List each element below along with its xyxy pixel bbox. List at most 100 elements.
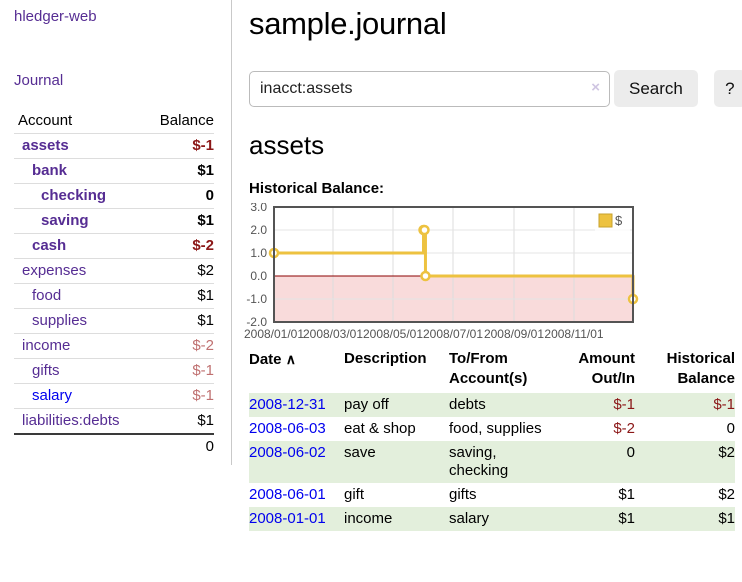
account-balance: $-1 bbox=[192, 362, 214, 379]
y-tick-label: -1.0 bbox=[246, 292, 267, 306]
y-tick-label: 3.0 bbox=[250, 203, 267, 214]
register-table: Date ∧ Description To/From Account(s) Am… bbox=[249, 347, 735, 531]
clear-search-icon[interactable]: × bbox=[591, 78, 600, 96]
account-link-gifts[interactable]: gifts bbox=[32, 362, 60, 379]
account-row: food $1 bbox=[14, 283, 214, 309]
account-row: income $-2 bbox=[14, 333, 214, 359]
transaction-description: gift bbox=[344, 486, 365, 503]
account-row: gifts $-1 bbox=[14, 358, 214, 384]
register-row: 2008-06-03 eat & shop food, supplies $-2… bbox=[249, 417, 735, 441]
sort-ascending-icon: ∧ bbox=[285, 351, 296, 367]
account-heading: assets bbox=[249, 130, 325, 160]
account-link-supplies[interactable]: supplies bbox=[32, 312, 88, 329]
y-tick-label: 1.0 bbox=[250, 246, 267, 260]
search-box: × bbox=[249, 70, 610, 107]
account-link-income[interactable]: income bbox=[22, 337, 71, 354]
account-row: liabilities:debts $1 bbox=[14, 408, 214, 435]
main-content: sample.journal × Search ? assets Histori… bbox=[232, 0, 742, 531]
transaction-balance: $1 bbox=[718, 510, 735, 527]
account-row: cash $-2 bbox=[14, 233, 214, 259]
account-balance: $1 bbox=[197, 312, 214, 329]
register-row: 2008-06-02 save saving, checking 0 $2 bbox=[249, 441, 735, 483]
transaction-description: pay off bbox=[344, 396, 389, 413]
transaction-date-link[interactable]: 2008-06-03 bbox=[249, 420, 326, 437]
page-title: sample.journal bbox=[249, 6, 447, 41]
account-balance: $1 bbox=[197, 212, 214, 229]
transaction-description: eat & shop bbox=[344, 420, 416, 437]
transaction-accounts: debts bbox=[449, 396, 486, 413]
data-point-marker bbox=[419, 224, 430, 236]
plot-border bbox=[273, 206, 634, 323]
account-link-saving[interactable]: saving bbox=[41, 212, 89, 229]
account-balance: $-2 bbox=[192, 237, 214, 254]
column-header-balance: Historical Balance bbox=[666, 350, 735, 387]
account-balance: $1 bbox=[197, 412, 214, 429]
transaction-date-link[interactable]: 2008-01-01 bbox=[249, 510, 326, 527]
data-point-marker bbox=[420, 270, 431, 282]
x-tick-label: 2008/03/01 bbox=[303, 327, 363, 341]
account-balance: $1 bbox=[197, 162, 214, 179]
account-link-liabilities-debts[interactable]: liabilities:debts bbox=[22, 412, 120, 429]
transaction-amount: 0 bbox=[626, 444, 635, 461]
transaction-accounts: salary bbox=[449, 510, 490, 527]
column-header-amount: Amount Out/In bbox=[578, 350, 635, 387]
transaction-balance: $2 bbox=[718, 486, 735, 503]
register-row: 2008-12-31 pay off debts $-1 $-1 bbox=[249, 393, 735, 417]
transaction-date-link[interactable]: 2008-06-01 bbox=[249, 486, 326, 503]
accounts-table-header: Account Balance bbox=[14, 109, 214, 134]
register-row: 2008-06-01 gift gifts $1 $2 bbox=[249, 483, 735, 507]
account-balance: $-1 bbox=[192, 387, 214, 404]
account-link-expenses[interactable]: expenses bbox=[22, 262, 87, 279]
account-link-checking[interactable]: checking bbox=[41, 187, 107, 204]
legend-label: $ bbox=[615, 213, 623, 228]
account-row: checking 0 bbox=[14, 183, 214, 209]
page: hledger-web Journal Account Balance asse… bbox=[0, 0, 742, 531]
column-header-accounts: To/From Account(s) bbox=[449, 350, 528, 387]
legend-swatch bbox=[598, 213, 613, 228]
transaction-amount: $1 bbox=[618, 510, 635, 527]
transaction-amount: $-1 bbox=[613, 396, 635, 413]
transaction-balance: $2 bbox=[718, 444, 735, 461]
transaction-balance: $-1 bbox=[713, 396, 735, 413]
account-row: salary $-1 bbox=[14, 383, 214, 409]
transaction-amount: $1 bbox=[618, 486, 635, 503]
accounts-table: Account Balance assets $-1 bank $1 check… bbox=[14, 109, 214, 459]
x-tick-label: 2008/05/01 bbox=[363, 327, 423, 341]
x-tick-label: 2008/09/01 bbox=[484, 327, 544, 341]
account-balance: $2 bbox=[197, 262, 214, 279]
transaction-amount: $-2 bbox=[613, 420, 635, 437]
sidebar-item-journal[interactable]: Journal bbox=[14, 72, 64, 89]
account-row: supplies $1 bbox=[14, 308, 214, 334]
x-tick-label: 2008/01/01 bbox=[244, 327, 304, 341]
accounts-header-account: Account bbox=[18, 112, 73, 129]
historical-balance-chart[interactable]: $3.0 2.0 1.0 0.0 -1.0 -2.0 2008/01/01 2008/03/0… bbox=[244, 200, 742, 345]
search-button[interactable]: Search bbox=[614, 70, 698, 107]
search-bar: × Search ? bbox=[249, 70, 742, 107]
account-link-salary[interactable]: salary bbox=[32, 387, 73, 404]
account-link-food[interactable]: food bbox=[32, 287, 62, 304]
account-row: expenses $2 bbox=[14, 258, 214, 284]
account-balance: $-2 bbox=[192, 337, 214, 354]
transaction-description: save bbox=[344, 444, 376, 461]
transaction-accounts: gifts bbox=[449, 486, 477, 503]
app-title-link[interactable]: hledger-web bbox=[14, 8, 97, 25]
account-row: assets $-1 bbox=[14, 133, 214, 159]
accounts-header-balance: Balance bbox=[159, 112, 214, 129]
chart-title: Historical Balance: bbox=[249, 180, 385, 197]
help-button[interactable]: ? bbox=[713, 70, 742, 107]
column-header-date[interactable]: Date ∧ bbox=[249, 347, 344, 393]
accounts-total-row: 0 bbox=[14, 434, 214, 459]
x-tick-label: 2008/07/01 bbox=[423, 327, 483, 341]
account-balance: $-1 bbox=[192, 137, 214, 154]
account-link-assets[interactable]: assets bbox=[22, 137, 69, 154]
sidebar: hledger-web Journal Account Balance asse… bbox=[0, 0, 232, 465]
search-input[interactable] bbox=[249, 70, 610, 107]
account-link-cash[interactable]: cash bbox=[32, 237, 67, 254]
y-tick-label: 2.0 bbox=[250, 223, 267, 237]
register-row: 2008-01-01 income salary $1 $1 bbox=[249, 507, 735, 531]
transaction-date-link[interactable]: 2008-12-31 bbox=[249, 396, 326, 413]
account-balance: $1 bbox=[197, 287, 214, 304]
date-header-label: Date bbox=[249, 351, 282, 368]
account-link-bank[interactable]: bank bbox=[32, 162, 68, 179]
transaction-date-link[interactable]: 2008-06-02 bbox=[249, 444, 326, 461]
